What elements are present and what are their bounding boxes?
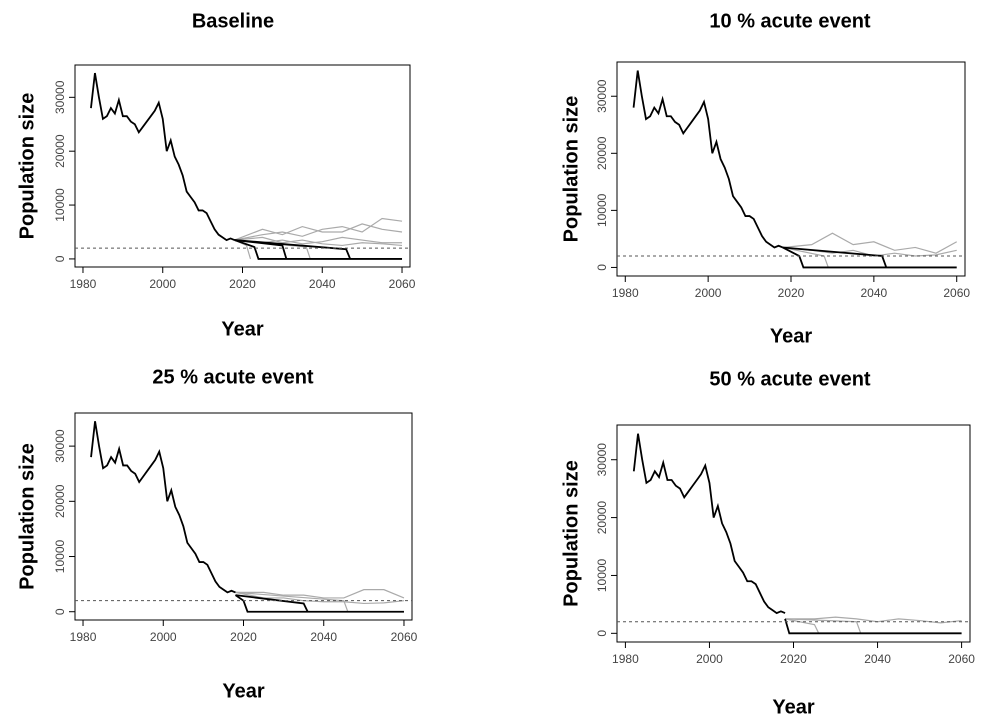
plot-frame xyxy=(74,412,413,621)
y-tick-label: 0 xyxy=(53,608,67,615)
y-tick-label: 0 xyxy=(595,630,609,637)
x-tick-label: 1980 xyxy=(612,652,639,666)
population-line xyxy=(784,618,962,635)
y-tick-label: 0 xyxy=(53,255,67,262)
x-tick-label: 2040 xyxy=(864,652,891,666)
y-axis-label: Population size xyxy=(560,460,582,607)
population-line xyxy=(785,618,862,634)
y-tick-label: 30000 xyxy=(53,429,67,463)
population-line xyxy=(90,72,235,242)
x-tick-label: 2020 xyxy=(229,277,256,291)
x-tick-label: 2000 xyxy=(695,286,722,300)
population-line xyxy=(632,433,786,615)
population-line xyxy=(90,421,236,594)
population-line xyxy=(234,223,403,241)
population-line xyxy=(235,589,405,599)
x-tick-label: 2040 xyxy=(309,277,336,291)
y-tick-label: 30000 xyxy=(53,80,67,114)
population-line xyxy=(234,594,404,613)
x-tick-label: 1980 xyxy=(612,286,639,300)
x-axis-label: Year xyxy=(221,318,263,340)
population-line xyxy=(782,246,957,269)
x-tick-label: 2060 xyxy=(391,630,418,644)
x-tick-label: 2000 xyxy=(150,630,177,644)
x-tick-label: 2000 xyxy=(696,652,723,666)
chart-title: 10 % acute event xyxy=(709,10,871,32)
y-axis-label: Population size xyxy=(16,93,38,240)
y-tick-label: 10000 xyxy=(53,188,67,222)
y-tick-label: 30000 xyxy=(595,443,609,477)
x-tick-label: 1980 xyxy=(70,277,97,291)
population-line xyxy=(782,232,958,254)
x-tick-label: 2020 xyxy=(778,286,805,300)
y-tick-label: 20000 xyxy=(595,136,609,170)
x-tick-label: 2000 xyxy=(149,277,176,291)
population-line xyxy=(234,239,403,260)
chart-title: 50 % acute event xyxy=(709,368,871,390)
y-tick-label: 20000 xyxy=(53,134,67,168)
x-tick-label: 2060 xyxy=(948,652,975,666)
x-axis-label: Year xyxy=(772,696,814,718)
population-line xyxy=(235,594,309,613)
x-tick-label: 2020 xyxy=(230,630,257,644)
population-line xyxy=(234,236,403,247)
chart-title: Baseline xyxy=(192,10,274,32)
x-tick-label: 2020 xyxy=(780,652,807,666)
y-tick-label: 30000 xyxy=(595,79,609,113)
y-tick-label: 20000 xyxy=(595,501,609,535)
y-tick-label: 20000 xyxy=(53,484,67,518)
y-tick-label: 10000 xyxy=(595,193,609,227)
x-tick-label: 2060 xyxy=(389,277,416,291)
y-tick-label: 10000 xyxy=(595,558,609,592)
population-line xyxy=(235,591,349,612)
x-tick-label: 2060 xyxy=(943,286,970,300)
population-line xyxy=(235,591,405,605)
y-tick-label: 0 xyxy=(595,264,609,271)
population-line xyxy=(632,70,784,249)
plot-frame xyxy=(616,424,971,643)
x-tick-label: 1980 xyxy=(70,630,97,644)
x-axis-label: Year xyxy=(770,325,812,347)
x-tick-label: 2040 xyxy=(310,630,337,644)
plot-frame xyxy=(616,61,966,277)
population-line xyxy=(234,217,403,241)
chart-title: 25 % acute event xyxy=(152,366,314,388)
y-tick-label: 10000 xyxy=(53,540,67,574)
y-axis-label: Population size xyxy=(560,96,582,243)
population-line xyxy=(784,618,820,634)
y-axis-label: Population size xyxy=(16,443,38,590)
x-axis-label: Year xyxy=(222,680,264,702)
population-line xyxy=(782,246,829,268)
population-line xyxy=(234,236,403,245)
x-tick-label: 2040 xyxy=(861,286,888,300)
population-line xyxy=(234,239,352,260)
